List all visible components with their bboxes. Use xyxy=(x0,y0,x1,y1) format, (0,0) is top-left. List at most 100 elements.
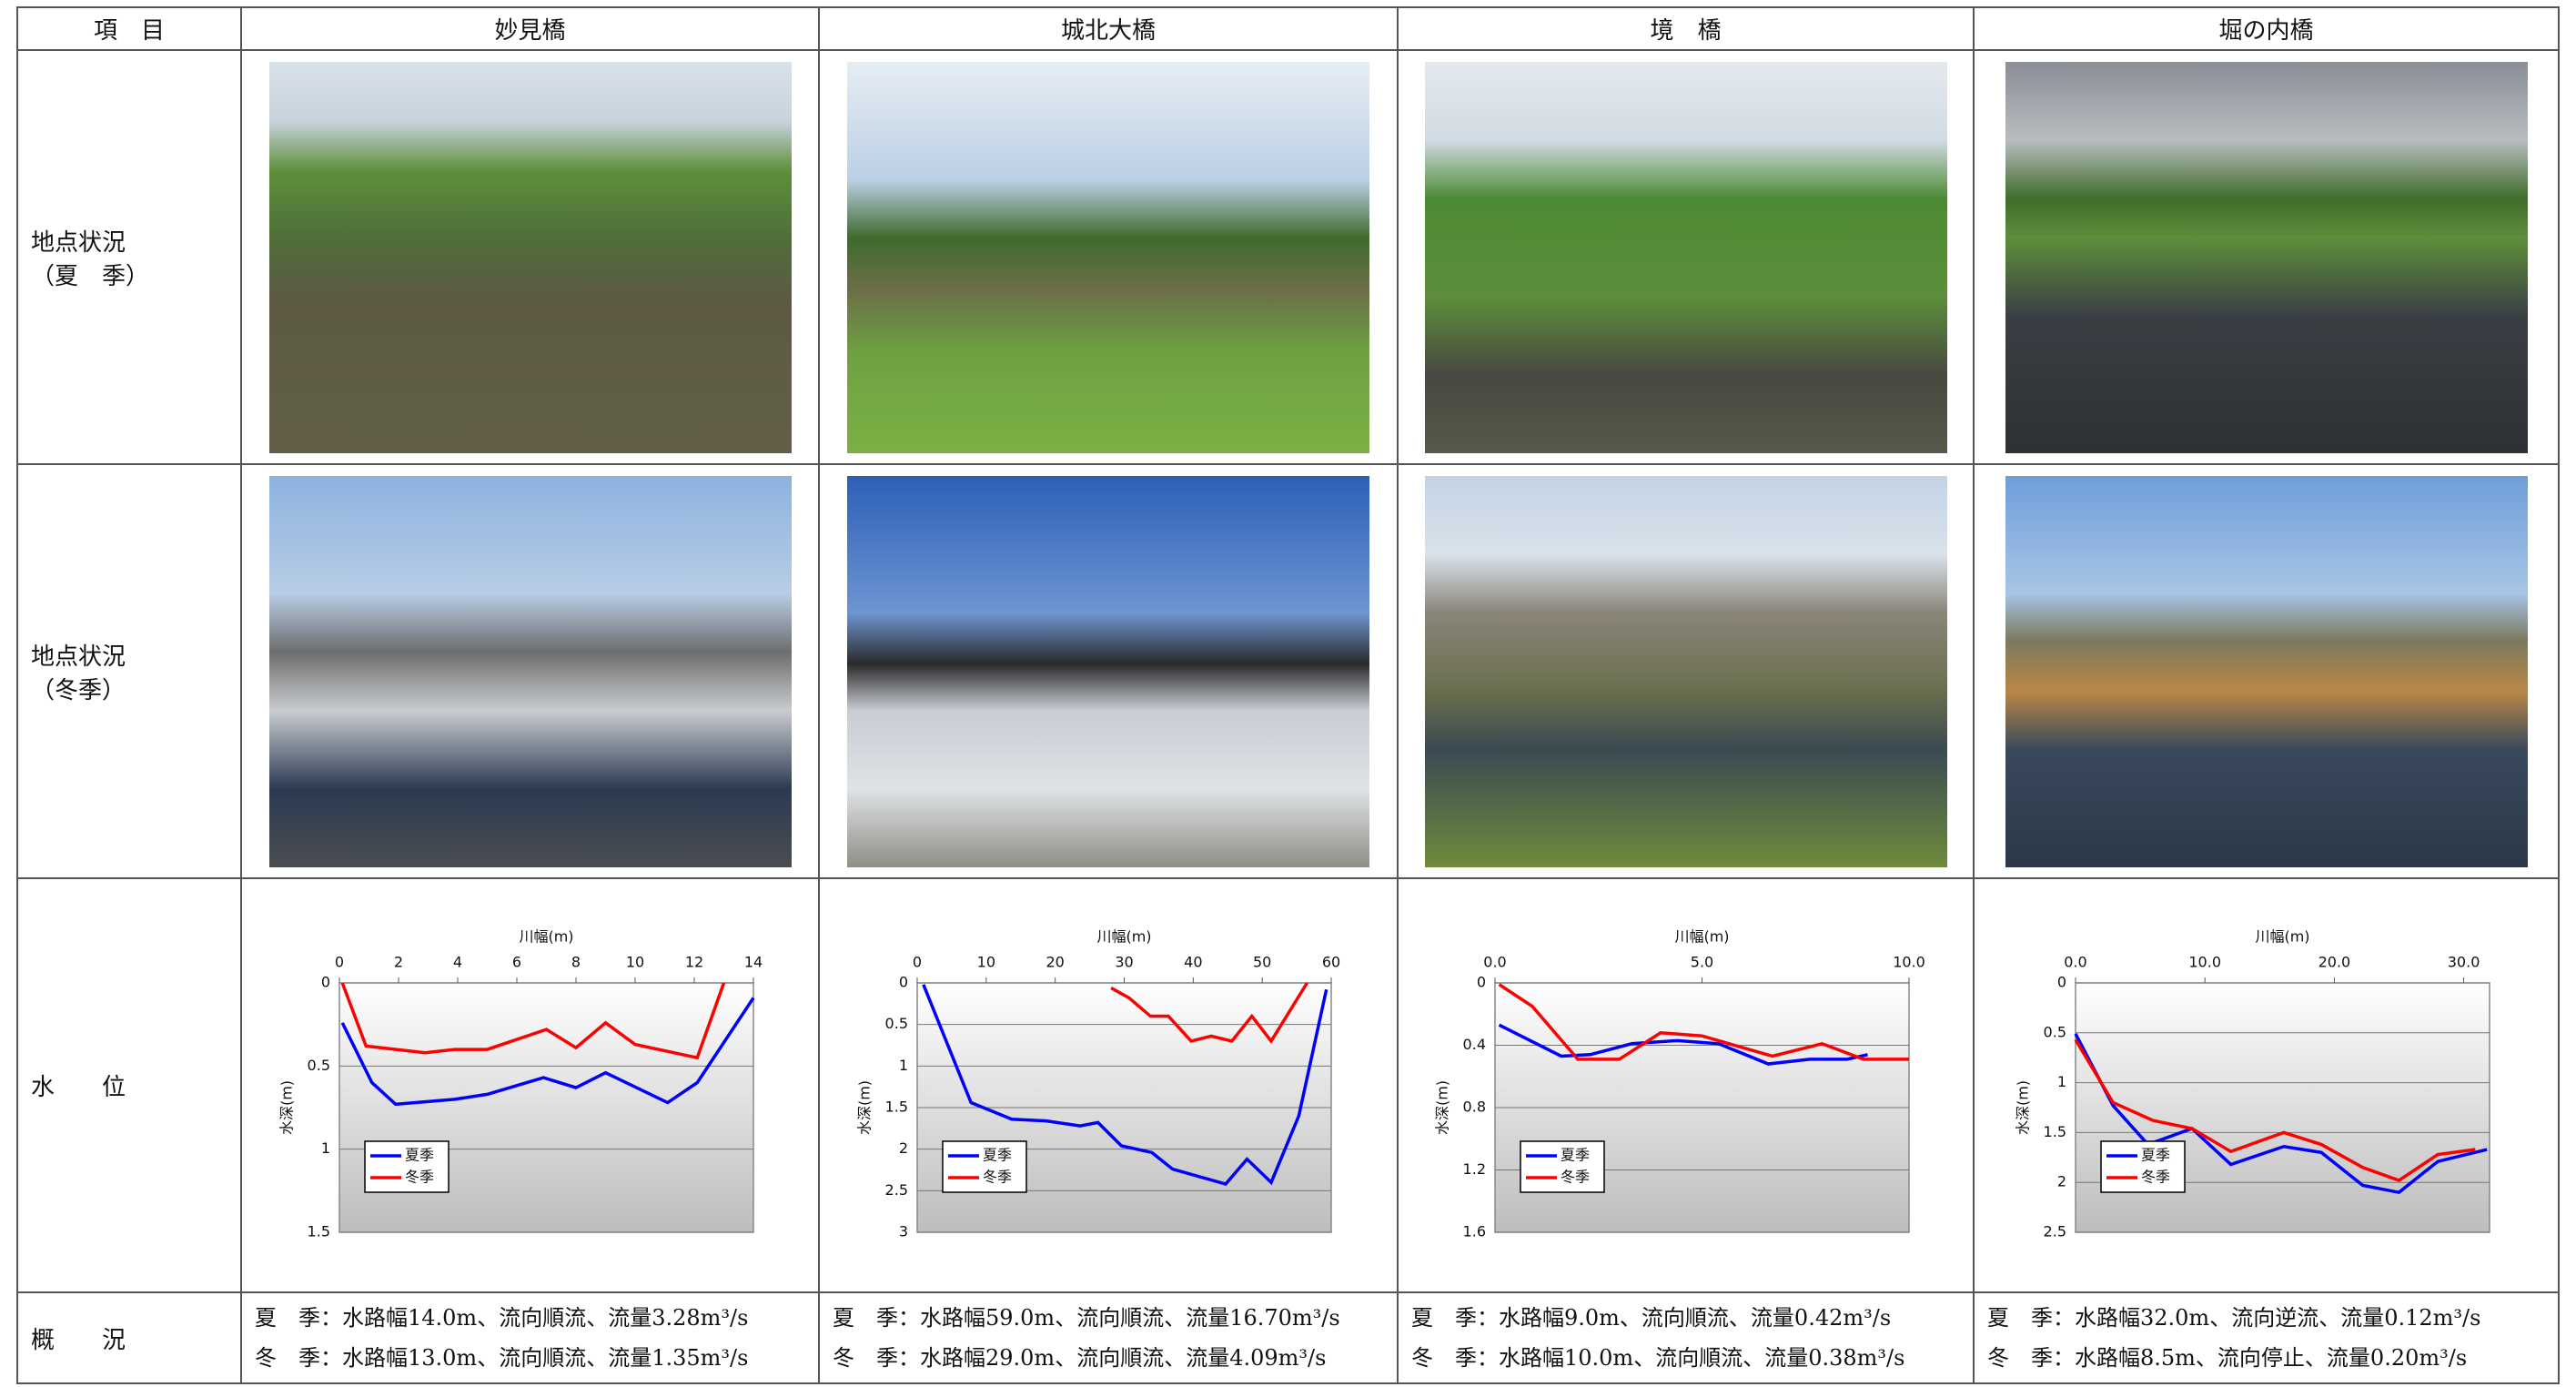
header-row: 項 目妙見橋城北大橋境 橋堀の内橋 xyxy=(17,7,2559,50)
y-axis-title: 水深(m) xyxy=(2014,1079,2031,1134)
y-tick-label: 0.5 xyxy=(307,1056,329,1073)
x-tick-label: 14 xyxy=(743,953,762,970)
photo-cell xyxy=(1974,464,2559,878)
x-tick-label: 5.0 xyxy=(1690,953,1712,970)
x-tick-label: 6 xyxy=(511,953,520,970)
winter-row: 地点状況（冬季） xyxy=(17,464,2559,878)
y-tick-label: 0.4 xyxy=(1462,1036,1485,1053)
label-line: 概 況 xyxy=(31,1321,240,1355)
photo xyxy=(269,476,792,867)
legend-label: 夏季 xyxy=(1561,1146,1590,1163)
summary-line: 夏 季：水路幅9.0m、流向順流、流量0.42m³/s xyxy=(1411,1298,1973,1338)
y-tick-label: 2 xyxy=(2056,1172,2066,1190)
y-axis-title: 水深(m) xyxy=(1433,1079,1450,1134)
legend-label: 冬季 xyxy=(983,1168,1012,1185)
x-tick-label: 4 xyxy=(452,953,461,970)
x-tick-label: 10.0 xyxy=(2188,953,2221,970)
x-tick-label: 20 xyxy=(1046,953,1064,970)
photo xyxy=(847,476,1369,867)
photo xyxy=(847,62,1369,453)
y-tick-label: 0 xyxy=(1476,973,1485,990)
x-tick-label: 0 xyxy=(334,953,343,970)
summary-line: 冬 季：水路幅10.0m、流向順流、流量0.38m³/s xyxy=(1411,1338,1973,1378)
y-tick-label: 2.5 xyxy=(2043,1222,2066,1240)
photo-cell xyxy=(241,50,819,464)
survey-table: 項 目妙見橋城北大橋境 橋堀の内橋 地点状況（夏 季） 地点状況（冬季） 水 位… xyxy=(16,6,2560,1384)
summary-line: 冬 季：水路幅13.0m、流向順流、流量1.35m³/s xyxy=(255,1338,818,1378)
x-tick-label: 50 xyxy=(1253,953,1271,970)
summary-line: 冬 季：水路幅8.5m、流向停止、流量0.20m³/s xyxy=(1987,1338,2558,1378)
summer-row: 地点状況（夏 季） xyxy=(17,50,2559,464)
y-tick-label: 2.5 xyxy=(885,1180,908,1198)
column-header: 城北大橋 xyxy=(819,7,1398,50)
y-tick-label: 0 xyxy=(2056,973,2066,990)
row-label: 概 況 xyxy=(17,1292,241,1383)
y-tick-label: 3 xyxy=(899,1222,908,1240)
label-line: 水 位 xyxy=(31,1068,240,1102)
row-label: 地点状況（冬季） xyxy=(17,464,241,878)
x-tick-label: 40 xyxy=(1184,953,1202,970)
y-tick-label: 1 xyxy=(320,1139,329,1157)
column-header: 項 目 xyxy=(17,7,241,50)
survey-table-wrap: 項 目妙見橋城北大橋境 橋堀の内橋 地点状況（夏 季） 地点状況（冬季） 水 位… xyxy=(16,6,2560,1384)
y-tick-label: 1.5 xyxy=(307,1222,329,1240)
x-tick-label: 0 xyxy=(913,953,922,970)
y-tick-label: 1.6 xyxy=(1462,1222,1485,1240)
y-tick-label: 2 xyxy=(899,1139,908,1157)
column-header: 境 橋 xyxy=(1398,7,1974,50)
y-tick-label: 0.5 xyxy=(2043,1023,2066,1040)
x-tick-label: 0.0 xyxy=(2064,953,2086,970)
photo-cell xyxy=(819,464,1398,878)
photo-cell xyxy=(1974,50,2559,464)
row-label: 水 位 xyxy=(17,878,241,1292)
photo-cell xyxy=(1398,464,1974,878)
y-tick-label: 0.5 xyxy=(885,1015,908,1032)
photo xyxy=(269,62,792,453)
x-tick-label: 12 xyxy=(684,953,702,970)
legend-label: 夏季 xyxy=(2141,1146,2170,1163)
photo-cell xyxy=(819,50,1398,464)
photo xyxy=(2005,62,2528,453)
legend-label: 夏季 xyxy=(405,1146,434,1163)
x-axis-title: 川幅(m) xyxy=(2255,927,2309,945)
legend-label: 冬季 xyxy=(1561,1168,1590,1185)
y-tick-label: 0 xyxy=(320,973,329,990)
column-header: 妙見橋 xyxy=(241,7,819,50)
x-tick-label: 10.0 xyxy=(1893,953,1925,970)
x-tick-label: 60 xyxy=(1322,953,1340,970)
photo-cell xyxy=(1398,50,1974,464)
label-line: （夏 季） xyxy=(31,258,240,291)
legend-label: 冬季 xyxy=(2141,1168,2170,1185)
y-tick-label: 1 xyxy=(2056,1073,2066,1090)
x-tick-label: 20.0 xyxy=(2318,953,2350,970)
x-tick-label: 0.0 xyxy=(1483,953,1506,970)
photo xyxy=(1425,476,1947,867)
y-tick-label: 1 xyxy=(899,1056,908,1073)
label-line: 地点状況 xyxy=(31,224,240,258)
photo xyxy=(2005,476,2528,867)
legend-label: 夏季 xyxy=(983,1146,1012,1163)
label-line: 地点状況 xyxy=(31,638,240,672)
summary-line: 夏 季：水路幅14.0m、流向順流、流量3.28m³/s xyxy=(255,1298,818,1338)
y-axis-title: 水深(m) xyxy=(278,1079,295,1134)
photo-cell xyxy=(241,464,819,878)
plot-area xyxy=(2076,983,2490,1232)
x-axis-title: 川幅(m) xyxy=(1096,927,1151,945)
y-tick-label: 0 xyxy=(899,973,908,990)
y-tick-label: 1.5 xyxy=(885,1098,908,1115)
x-tick-label: 10 xyxy=(625,953,643,970)
y-tick-label: 0.8 xyxy=(1462,1098,1485,1115)
y-tick-label: 1.2 xyxy=(1462,1160,1485,1178)
